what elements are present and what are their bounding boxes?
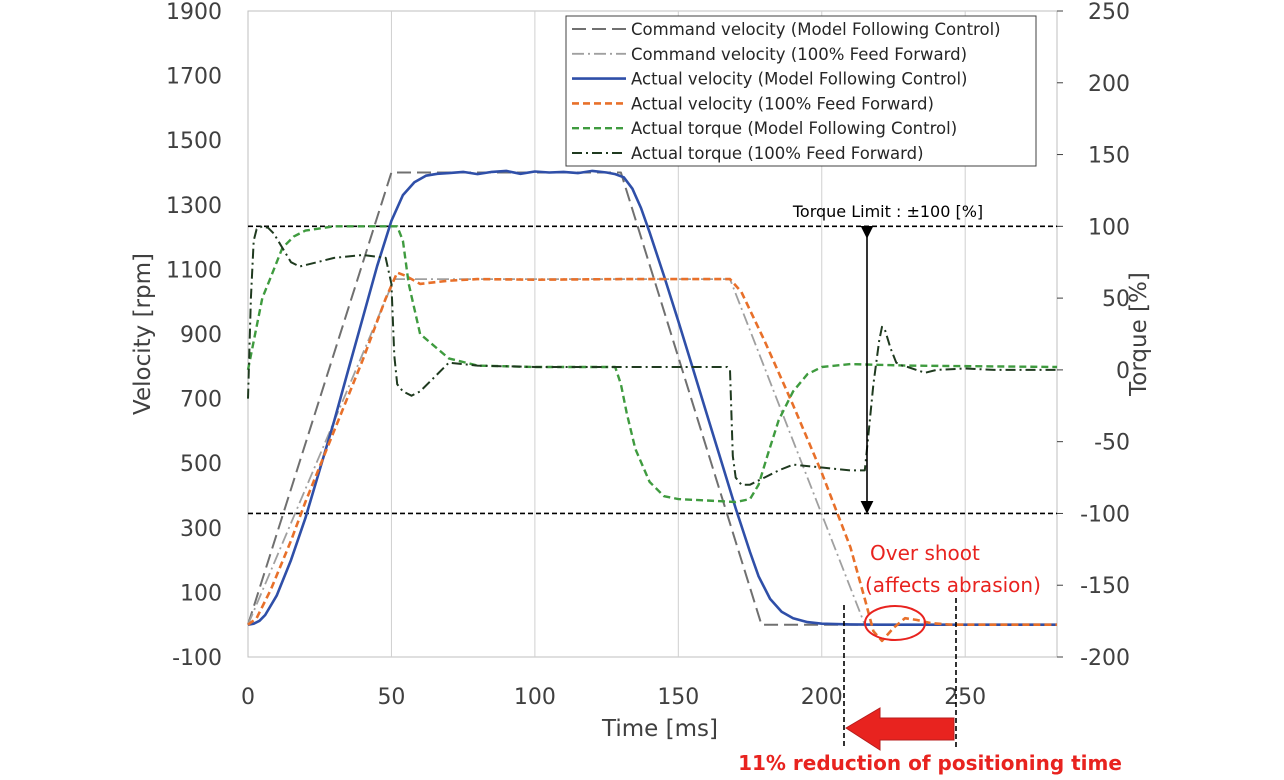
overshoot-label-line2: (affects abrasion) — [865, 573, 1041, 597]
x-tick-label-250: 250 — [944, 685, 986, 710]
series-line-5 — [246, 225, 1058, 504]
legend: Command velocity (Model Following Contro… — [565, 15, 1037, 167]
x-tick-label-100: 100 — [514, 685, 556, 710]
legend-label-1: Command velocity (Model Following Contro… — [631, 20, 1001, 39]
series-line-3 — [247, 169, 1057, 627]
legend-label-2: Command velocity (100% Feed Forward) — [631, 45, 967, 64]
y2-tick-label--200: -200 — [1080, 646, 1130, 671]
series-lines — [246, 169, 1058, 643]
y2-tick-label-50: 50 — [1102, 287, 1130, 312]
y-axis-ticks: -100 100 300 500 700 900 1100 1300 1500 1700 1900 — [166, 0, 222, 671]
y2-axis-title: Torque [%] — [1126, 272, 1152, 397]
y-tick-label-700: 700 — [180, 388, 222, 413]
y-tick-label-1300: 1300 — [166, 194, 222, 219]
series-line-6 — [247, 225, 1057, 486]
overshoot-circle — [864, 605, 926, 641]
legend-label-3: Actual velocity (Model Following Control… — [631, 70, 968, 89]
y2-tick-label--100: -100 — [1080, 502, 1130, 527]
y-tick-label-1100: 1100 — [166, 258, 222, 283]
legend-label-4: Actual velocity (100% Feed Forward) — [631, 94, 934, 113]
y2-tick-label-200: 200 — [1088, 72, 1130, 97]
y-tick-label-500: 500 — [180, 452, 222, 477]
y-tick-label-1700: 1700 — [166, 65, 222, 90]
reduction-label: 11% reduction of positioning time — [738, 751, 1122, 775]
x-tick-label-150: 150 — [657, 685, 699, 710]
x-tick-label-50: 50 — [377, 685, 405, 710]
y2-tick-label-100: 100 — [1088, 215, 1130, 240]
x-axis-ticks: 0 50 100 150 200 250 — [241, 685, 986, 710]
legend-label-5: Actual torque (Model Following Control) — [631, 119, 957, 138]
y-axis-title: Velocity [rpm] — [130, 253, 156, 415]
overshoot-label-line1: Over shoot — [870, 541, 980, 565]
y-tick-label-1900: 1900 — [166, 0, 222, 25]
x-tick-label-200: 200 — [801, 685, 843, 710]
series-line-1 — [247, 171, 1057, 626]
series-line-4 — [247, 271, 1057, 643]
legend-label-6: Actual torque (100% Feed Forward) — [631, 144, 924, 163]
legend-box — [565, 15, 1037, 167]
reduction-arrow — [845, 707, 955, 751]
y-tick-label-1500: 1500 — [166, 129, 222, 154]
y-tick-label--100: -100 — [172, 646, 222, 671]
y2-tick-label--150: -150 — [1080, 574, 1130, 599]
y-tick-label-300: 300 — [180, 517, 222, 542]
torque-limit-label: Torque Limit : ±100 [%] — [792, 202, 983, 221]
y2-axis-ticks: -200 -150 -100 -50 0 50 100 150 200 250 — [1057, 0, 1130, 671]
y-tick-label-100: 100 — [180, 581, 222, 606]
x-axis-title: Time [ms] — [601, 716, 718, 742]
y2-tick-label--50: -50 — [1094, 431, 1130, 456]
y2-tick-label-250: 250 — [1088, 0, 1130, 25]
x-tick-label-0: 0 — [241, 685, 255, 710]
y2-tick-label-150: 150 — [1088, 144, 1130, 169]
y-tick-label-900: 900 — [180, 323, 222, 348]
plot-frame — [247, 10, 1058, 658]
y2-tick-label-0: 0 — [1116, 359, 1130, 384]
